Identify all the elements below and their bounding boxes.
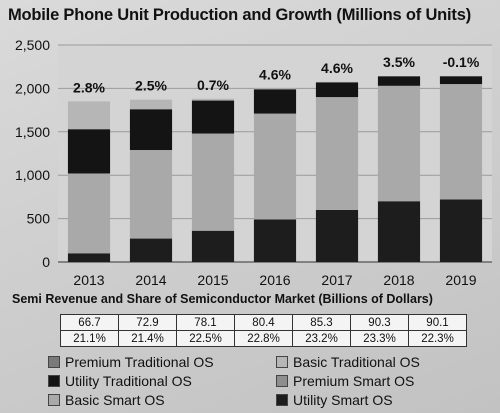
bar-segment [67,253,111,262]
bar-segment [439,76,483,85]
x-tick-label: 2017 [321,272,352,288]
legend-item-premium-traditional: Premium Traditional OS [48,354,214,370]
share-cell: 23.3% [350,330,409,347]
legend-swatch [276,356,288,368]
legend-item-utility-smart: Utility Smart OS [276,392,393,408]
bar-segment [439,84,483,200]
semi-table-title: Semi Revenue and Share of Semiconductor … [12,292,433,306]
share-row: 21.1% 21.4% 22.5% 22.8% 23.2% 23.3% 22.3… [60,330,467,347]
chart-legend: Premium Traditional OS Basic Traditional… [48,354,488,412]
bar-segment [253,88,297,90]
bar-segment [377,85,421,202]
legend-swatch [276,394,288,406]
bar-segment [253,219,297,262]
legend-item-basic-traditional: Basic Traditional OS [276,354,420,370]
bar-segment [191,133,235,231]
revenue-cell: 85.3 [292,314,351,331]
growth-label: 2.8% [73,79,105,95]
growth-label: 4.6% [259,66,291,82]
legend-swatch [48,394,60,406]
bar-segment [315,209,359,262]
share-cell: 23.2% [292,330,351,347]
legend-swatch [48,375,60,387]
share-cell: 22.8% [234,330,293,347]
x-tick-label: 2016 [259,272,290,288]
bar-segment [191,98,235,101]
legend-item-utility-traditional: Utility Traditional OS [48,373,192,389]
chart-title: Mobile Phone Unit Production and Growth … [8,6,471,24]
bar-segment [67,173,111,254]
share-cell: 22.5% [176,330,235,347]
legend-item-basic-smart: Basic Smart OS [48,392,165,408]
share-cell: 22.3% [408,330,467,347]
semi-revenue-table: 66.7 72.9 78.1 80.4 85.3 90.3 90.1 21.1%… [60,314,467,347]
legend-swatch [276,375,288,387]
bar-segment [253,89,297,114]
revenue-cell: 72.9 [118,314,177,331]
y-tick-label: 500 [27,211,51,227]
bar-segment [377,76,421,86]
revenue-cell: 78.1 [176,314,235,331]
y-tick-label: 1,000 [15,167,50,183]
bar-segment [191,230,235,262]
bar-segment [315,97,359,210]
legend-label: Basic Traditional OS [293,354,420,370]
bar-segment [377,201,421,262]
revenue-cell: 66.7 [60,314,119,331]
growth-label: 3.5% [383,54,415,70]
growth-label: 4.6% [321,60,353,76]
legend-swatch [48,356,60,368]
share-cell: 21.1% [60,330,119,347]
share-cell: 21.4% [118,330,177,347]
bar-segment [67,101,111,130]
x-tick-label: 2019 [445,272,476,288]
bar-segment [439,199,483,262]
y-tick-label: 0 [42,254,50,270]
legend-item-premium-smart: Premium Smart OS [276,373,414,389]
legend-label: Premium Smart OS [293,373,415,389]
y-tick-label: 1,500 [15,124,50,140]
growth-label: -0.1% [443,54,480,70]
bar-segment [253,113,297,220]
legend-label: Basic Smart OS [65,392,165,408]
x-tick-label: 2013 [73,272,104,288]
bar-segment [129,238,173,262]
bar-segment [315,82,359,98]
y-tick-label: 2,000 [15,80,50,96]
x-tick-label: 2014 [135,272,166,288]
revenue-cell: 80.4 [234,314,293,331]
bar-chart: 0 500 1,000 1,500 2,000 2,500 2013 2.8% 2014 2.5%… [15,37,492,288]
legend-label: Utility Smart OS [293,392,393,408]
revenue-cell: 90.3 [350,314,409,331]
bar-segment [191,100,235,134]
revenue-row: 66.7 72.9 78.1 80.4 85.3 90.3 90.1 [60,314,467,331]
legend-label: Utility Traditional OS [65,373,192,389]
x-tick-label: 2015 [197,272,228,288]
bar-segment [129,150,173,239]
bar-segment [129,99,173,110]
revenue-cell: 90.1 [408,314,467,331]
y-tick-label: 2,500 [15,37,50,53]
bar-segment [129,109,173,151]
bar-segment [67,129,111,174]
growth-label: 0.7% [197,77,229,93]
legend-label: Premium Traditional OS [65,354,214,370]
x-tick-label: 2018 [383,272,414,288]
growth-label: 2.5% [135,78,167,94]
